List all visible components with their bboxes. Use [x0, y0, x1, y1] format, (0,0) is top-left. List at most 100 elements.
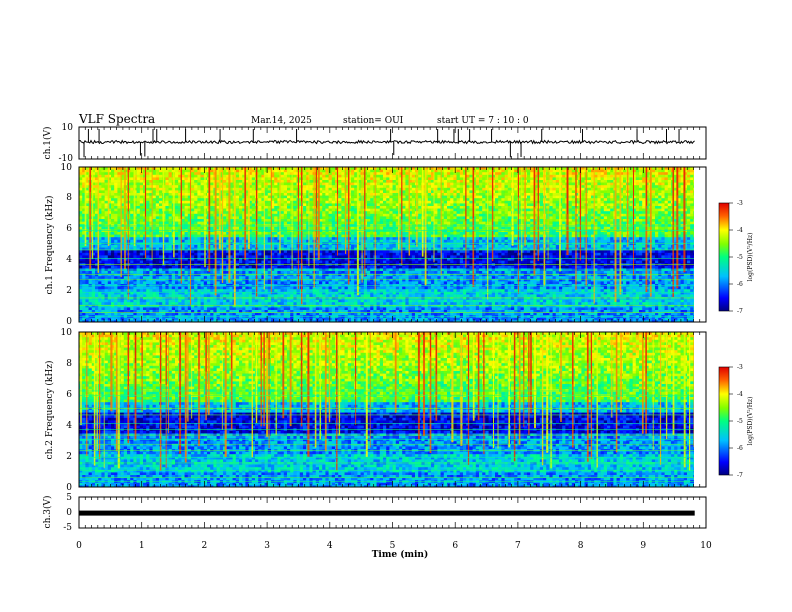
spectrogram-cell	[139, 312, 144, 316]
spectrogram-cell	[111, 299, 115, 303]
spectrogram-cell	[168, 195, 173, 199]
spectrogram-cell	[210, 206, 214, 209]
spectrogram-cell	[194, 304, 198, 308]
spectrogram-cell	[274, 317, 278, 321]
spectrogram-cell	[111, 302, 115, 306]
spectrogram-cell	[322, 312, 326, 316]
spectrogram-cell	[184, 182, 189, 186]
spectrogram-cell	[290, 299, 294, 303]
spectrogram-cell	[120, 276, 125, 280]
spectrogram-cell	[123, 291, 128, 295]
spectrogram-cell	[219, 187, 224, 191]
spectrogram-cell	[91, 221, 96, 225]
spectrogram-cell	[136, 182, 141, 186]
spectrogram-cell	[245, 271, 249, 274]
spectrogram-cell	[175, 291, 179, 295]
spectrogram-cell	[149, 234, 153, 238]
spectrogram-cell	[91, 250, 96, 254]
spectrogram-cell	[114, 276, 118, 280]
spectrogram-cell	[79, 286, 83, 290]
spectrogram-cell	[117, 297, 121, 300]
spectrogram-cell	[101, 247, 105, 251]
spectrogram-cell	[149, 302, 153, 306]
spectrogram-cell	[271, 190, 275, 194]
spectrogram-cell	[210, 177, 214, 181]
spectrogram-cell	[120, 317, 125, 321]
spectrogram-cell	[274, 260, 278, 264]
spectrogram-cell	[133, 271, 137, 274]
spectrogram-cell	[178, 310, 182, 313]
spectrogram-cell	[82, 234, 86, 238]
spectrogram-cell	[136, 317, 141, 321]
spectrogram-cell	[207, 317, 211, 321]
spectrogram-cell	[136, 237, 141, 241]
spectrogram-cell	[136, 187, 141, 191]
spectrogram-cell	[149, 190, 153, 194]
spectrogram-cell	[303, 180, 307, 183]
spectrogram-cell	[258, 247, 262, 251]
spectrogram-cell	[242, 310, 246, 313]
spectrogram-cell	[216, 193, 221, 196]
spectrogram-cell	[187, 180, 192, 183]
spectrogram-cell	[200, 271, 205, 274]
spectrogram-cell	[315, 247, 320, 251]
spectrogram-cell	[242, 203, 246, 207]
spectrogram-cell	[216, 219, 221, 222]
spectrogram-cell	[79, 250, 83, 254]
spectrogram-cell	[299, 304, 304, 308]
spectrogram-cell	[98, 239, 102, 243]
spectrogram-cell	[82, 203, 86, 207]
spectrogram-cell	[117, 255, 121, 259]
spectrogram-cell	[216, 312, 221, 316]
spectrogram-cell	[258, 174, 262, 178]
spectrogram-cell	[264, 297, 269, 300]
spectrogram-cell	[267, 312, 272, 316]
spectrogram-cell	[159, 169, 163, 173]
spectrogram-cell	[136, 219, 141, 222]
spectrogram-cell	[223, 291, 227, 295]
spectrogram-cell	[203, 317, 208, 321]
spectrogram-cell	[120, 271, 125, 274]
spectrogram-cell	[322, 299, 326, 303]
spectrogram-cell	[123, 286, 128, 290]
spectrogram-cell	[159, 286, 163, 290]
spectrogram-cell	[146, 172, 150, 176]
spectrogram-cell	[194, 252, 198, 256]
spectrogram-cell	[101, 185, 105, 189]
spectrogram-cell	[287, 252, 291, 256]
spectrogram-cell	[143, 255, 147, 259]
spectrogram-cell	[287, 239, 291, 243]
spectrogram-cell	[325, 239, 329, 243]
spectrogram-cell	[328, 317, 333, 321]
spectrogram-cell	[223, 234, 227, 238]
spectrogram-cell	[149, 304, 153, 308]
spectrogram-cell	[171, 265, 176, 269]
spectrogram-cell	[277, 265, 281, 269]
spectrogram-cell	[235, 273, 240, 277]
spectrogram-cell	[104, 294, 109, 298]
spectrogram-cell	[229, 219, 233, 222]
spectrogram-cell	[95, 258, 99, 261]
spectrogram-cell	[200, 289, 205, 293]
spectrogram-cell	[248, 252, 253, 256]
spectrogram-cell	[226, 174, 230, 178]
spectrogram-cell	[242, 208, 246, 212]
spectrogram-cell	[181, 289, 185, 293]
spectrogram-cell	[98, 260, 102, 264]
spectrogram-cell	[91, 177, 96, 181]
spectrogram-cell	[111, 271, 115, 274]
spectrogram-cell	[139, 182, 144, 186]
spectrogram-cell	[319, 177, 323, 181]
spectrogram-cell	[325, 211, 329, 215]
spectrogram-cell	[258, 206, 262, 209]
spectrogram-cell	[130, 216, 134, 220]
spectrogram-cell	[274, 232, 278, 235]
spectrogram-cell	[136, 310, 141, 313]
spectrogram-cell	[303, 291, 307, 295]
spectrogram-cell	[149, 258, 153, 261]
spectrogram-cell	[149, 177, 153, 181]
spectrogram-cell	[200, 190, 205, 194]
spectrogram-cell	[101, 193, 105, 196]
spectrogram-cell	[143, 307, 147, 311]
spectrogram-cell	[114, 250, 118, 254]
